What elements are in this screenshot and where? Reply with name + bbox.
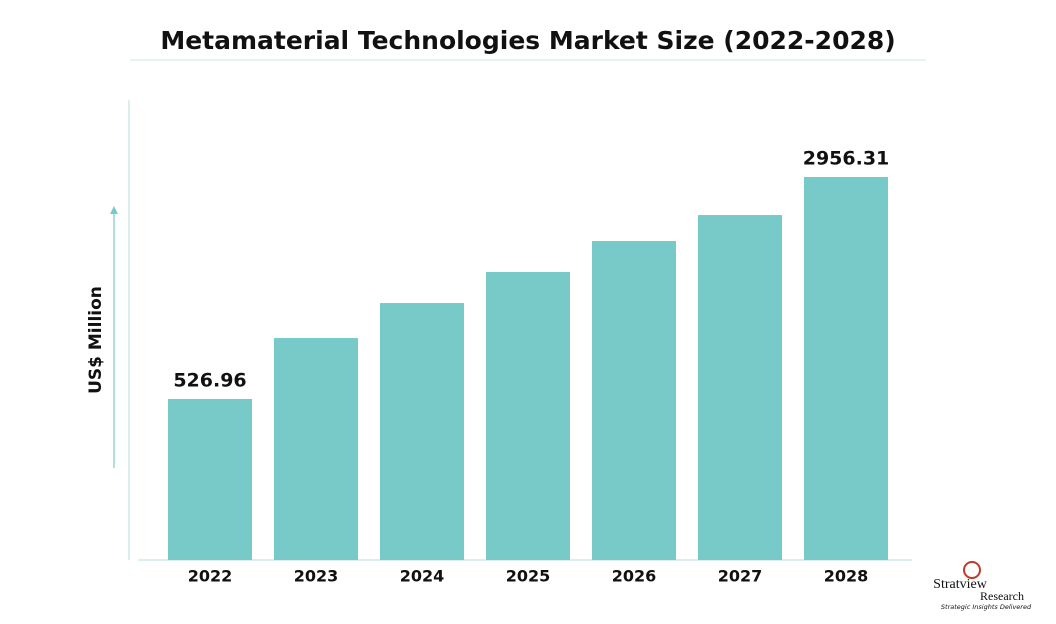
x-tick-label: 2023	[294, 567, 339, 586]
x-tick-label: 2028	[824, 567, 869, 586]
value-label: 526.96	[173, 369, 246, 391]
logo-tagline: Strategic Insights Delivered	[941, 603, 1032, 611]
bar	[592, 240, 676, 560]
axis-arrowhead	[110, 206, 118, 214]
logo-icon	[963, 561, 981, 579]
x-tick-label: 2026	[612, 567, 657, 586]
x-tick-label: 2024	[400, 567, 445, 586]
bar	[486, 271, 570, 560]
bar	[698, 215, 782, 560]
logo-name: Research	[980, 589, 1024, 603]
chart-title: Metamaterial Technologies Market Size (2…	[160, 26, 895, 55]
bar	[380, 303, 464, 560]
logo-name: Stratview	[933, 577, 988, 592]
value-label: 2956.31	[803, 148, 890, 170]
y-axis-label: US$ Million	[86, 286, 106, 394]
bar	[274, 338, 358, 560]
logo: Stratview Research Strategic Insights De…	[933, 561, 1032, 611]
bar	[804, 177, 888, 561]
x-tick-label: 2022	[188, 567, 233, 586]
x-tick-label: 2025	[506, 567, 551, 586]
bar	[168, 398, 252, 560]
x-tick-label: 2027	[718, 567, 763, 586]
